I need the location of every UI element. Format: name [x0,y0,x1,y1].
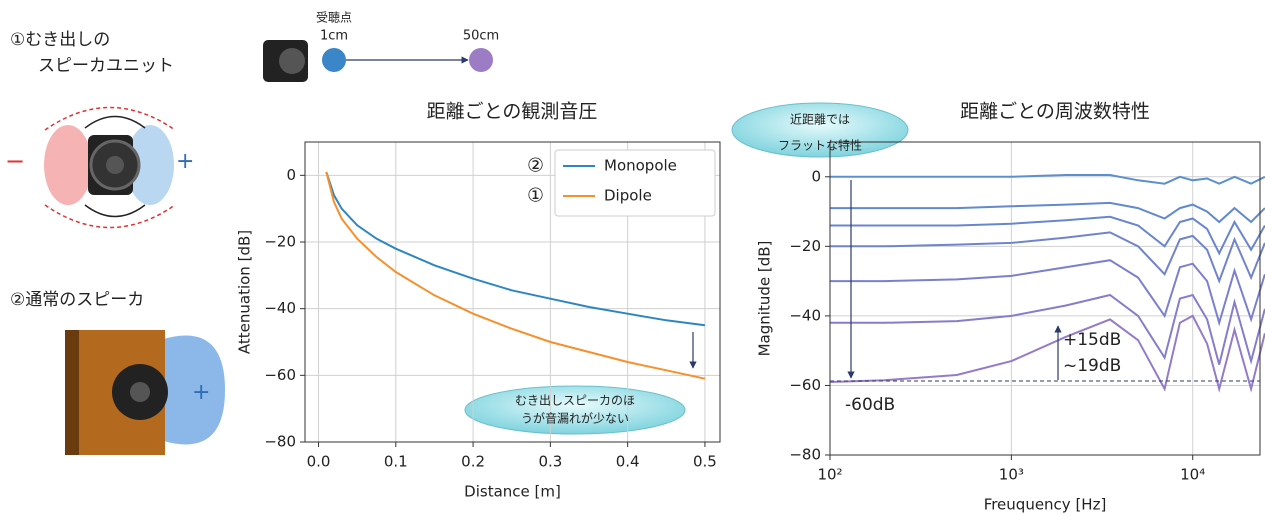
annotation: むき出しスピーカのほ [515,394,635,408]
sign: + [176,149,194,174]
label: ①むき出しの [10,30,110,50]
x-tick-label: 0.0 [307,453,331,471]
legend-marker: ② [527,155,544,177]
annotation: うが音漏れが少ない [521,411,629,426]
legend-marker: ① [527,185,544,207]
y-tick-label: −20 [264,233,296,251]
y-tick-label: 0 [811,167,821,185]
x-tick-label: 0.2 [461,453,485,471]
y-tick-label: −60 [789,376,821,394]
y-tick-label: −80 [264,433,296,451]
chart-title: 距離ごとの観測音圧 [427,101,598,123]
legend-label: Monopole [604,157,677,175]
series-line [830,232,1265,281]
sign: + [192,380,210,405]
label: 50cm [463,29,499,44]
annotation: 近距離では [790,113,850,127]
y-tick-label: −80 [789,446,821,464]
series-line [830,217,1265,254]
series-line [830,316,1265,389]
x-tick-label: 10⁴ [1180,466,1205,484]
y-tick-label: −60 [264,366,296,384]
annotation: -60dB [845,395,895,415]
x-tick-label: 0.5 [693,453,717,471]
annotation: ~19dB [1063,356,1121,376]
label: 1cm [320,29,348,44]
figure: ①むき出しの スピーカユニット ②通常のスピーカ − + + 受聴点 1cm 5… [0,0,1265,515]
x-tick-label: 0.3 [538,453,562,471]
y-tick-label: −40 [789,306,821,324]
label: ②通常のスピーカ [10,290,144,310]
y-axis-label: Magnitude [dB] [756,241,774,357]
x-tick-label: 0.1 [384,453,408,471]
series-line [830,260,1265,323]
label: 受聴点 [316,11,352,25]
annotation: +15dB [1063,330,1121,350]
y-tick-label: 0 [286,166,296,184]
x-tick-label: 10² [817,466,842,484]
y-tick-label: −20 [789,237,821,255]
y-tick-label: −40 [264,299,296,317]
y-axis-label: Attenuation [dB] [236,230,254,354]
label: スピーカユニット [38,56,174,76]
x-axis-label: Distance [m] [464,483,561,501]
x-tick-label: 0.4 [616,453,640,471]
x-axis-label: Freuquency [Hz] [984,496,1107,514]
annotation: フラットな特性 [778,138,862,153]
chart-title: 距離ごとの周波数特性 [960,101,1150,123]
legend-label: Dipole [604,187,652,205]
series-line [830,203,1265,222]
x-tick-label: 10³ [999,466,1024,484]
sign: − [5,147,25,175]
